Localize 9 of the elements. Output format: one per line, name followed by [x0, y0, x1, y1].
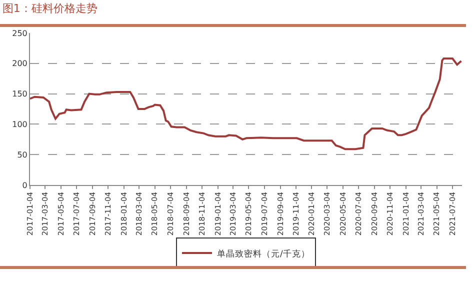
y-tick-label: 200	[12, 59, 28, 68]
legend-label: 单晶致密料（元/千克）	[217, 248, 310, 260]
y-tick-label: 100	[12, 120, 28, 129]
y-tick-label: 0	[22, 180, 28, 190]
y-tick-label: 50	[17, 150, 28, 160]
chart-title: 图1：硅料价格走势	[2, 2, 98, 15]
y-tick-label: 250	[12, 28, 28, 38]
line-series	[30, 58, 462, 150]
y-tick-label: 150	[12, 90, 28, 99]
